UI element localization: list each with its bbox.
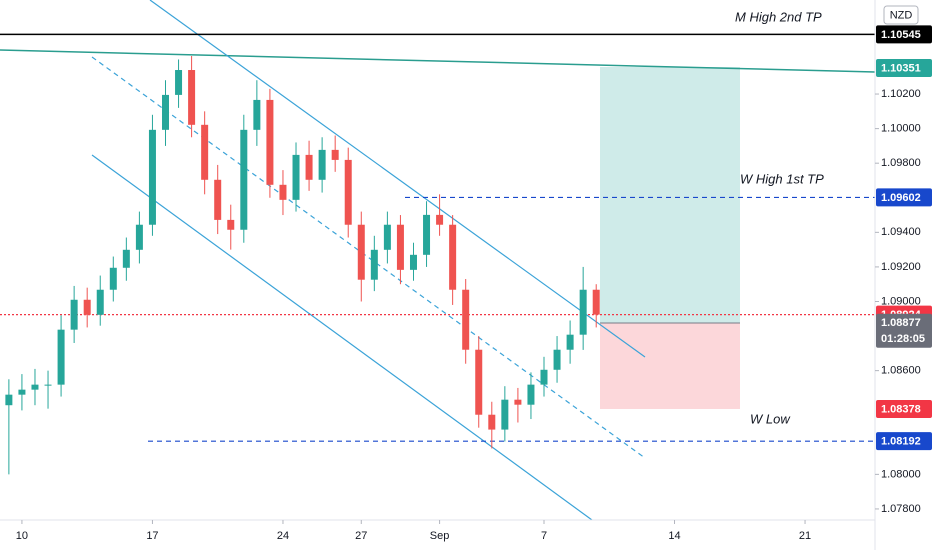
candle-body [188,70,196,125]
annotation: W High 1st TP [740,171,824,186]
y-tick-label: 1.10200 [881,88,921,100]
candle-body [409,254,417,270]
candle-body [514,399,522,405]
candle-body [527,384,535,405]
candle-body [201,124,209,180]
x-tick-label: 17 [146,530,158,542]
candle-body [70,299,78,330]
candle-body [253,99,261,130]
candle-body [292,154,300,200]
candle-body [5,394,13,406]
price-tag-label: 1.08192 [881,436,921,448]
countdown: 01:28:05 [881,333,925,345]
y-tick-label: 1.09200 [881,261,921,273]
candle-body [370,249,378,280]
y-tick-label: 1.10000 [881,123,921,135]
candle-body [109,267,117,290]
price-tag-label: 1.08378 [881,403,921,415]
candle-body [96,289,104,315]
y-tick-label: 1.07800 [881,503,921,515]
x-tick-label: 10 [16,530,28,542]
currency-box [883,5,919,25]
candle-body [214,179,222,220]
x-tick-label: 24 [277,530,289,542]
candle-body [240,129,248,230]
y-tick-label: 1.09800 [881,157,921,169]
candles [5,56,600,475]
price-tag-label: 1.09602 [881,192,921,204]
candle-body [501,399,509,430]
candle-body [18,389,26,395]
y-tick-label: 1.08000 [881,468,921,480]
candle-body [579,289,587,335]
candle-body [31,384,39,390]
candle-body [462,289,470,350]
price-tag [876,25,932,44]
channel-middle [91,56,646,459]
resistance-trendline [0,49,876,73]
candle-body [592,289,600,315]
candle-body [436,214,444,225]
candle-body [175,70,183,95]
x-tick-label: 14 [668,530,680,542]
candle-body [423,214,431,255]
price-tag [876,58,932,77]
price-tag [876,313,932,348]
price-tag [876,188,932,207]
y-tick-label: 1.08600 [881,365,921,377]
x-tick-label: 27 [355,530,367,542]
x-tick-label: 21 [799,530,811,542]
candle-body [305,154,313,180]
candle-body [148,129,156,225]
candle-body [383,224,391,250]
y-tick-label: 1.09400 [881,226,921,238]
take-profit-zone [600,67,740,323]
candle-body [331,149,339,160]
candle-body [396,224,404,270]
annotation: M High 2nd TP [735,9,822,24]
x-tick-label: Sep [430,530,450,542]
annotation: W Low [750,411,791,426]
candle-body [449,224,457,290]
candle-body [83,299,91,315]
candle-body [488,414,496,430]
candle-body [344,159,352,225]
currency: NZD [890,9,913,21]
price-tag-label: 1.08877 [881,317,921,329]
candle-body [266,99,274,185]
candle-body [135,224,143,250]
channel-upper [149,0,646,358]
candle-body [318,149,326,180]
candle-body [57,329,65,385]
stop-loss-zone [600,323,740,409]
candle-body [161,94,169,130]
candle-body [44,384,52,386]
levels [0,33,875,442]
candle-body [279,184,287,200]
candle-body [122,249,130,268]
candle-body [553,349,561,370]
price-tag [876,432,932,451]
candle-body [566,334,574,350]
price-tag-label: 1.10351 [881,62,921,74]
price-tag [876,400,932,419]
x-tick-label: 7 [541,530,547,542]
candle-body [357,224,365,280]
candle-body [540,369,548,385]
candle-body [475,349,483,415]
channel-lower [91,154,593,521]
y-tick-label: 1.09000 [881,295,921,307]
candle-body [227,219,235,230]
price-tag-label: 1.10545 [881,29,921,41]
price-tags: 1.105451.103511.096021.089241.0887701:28… [876,25,932,451]
